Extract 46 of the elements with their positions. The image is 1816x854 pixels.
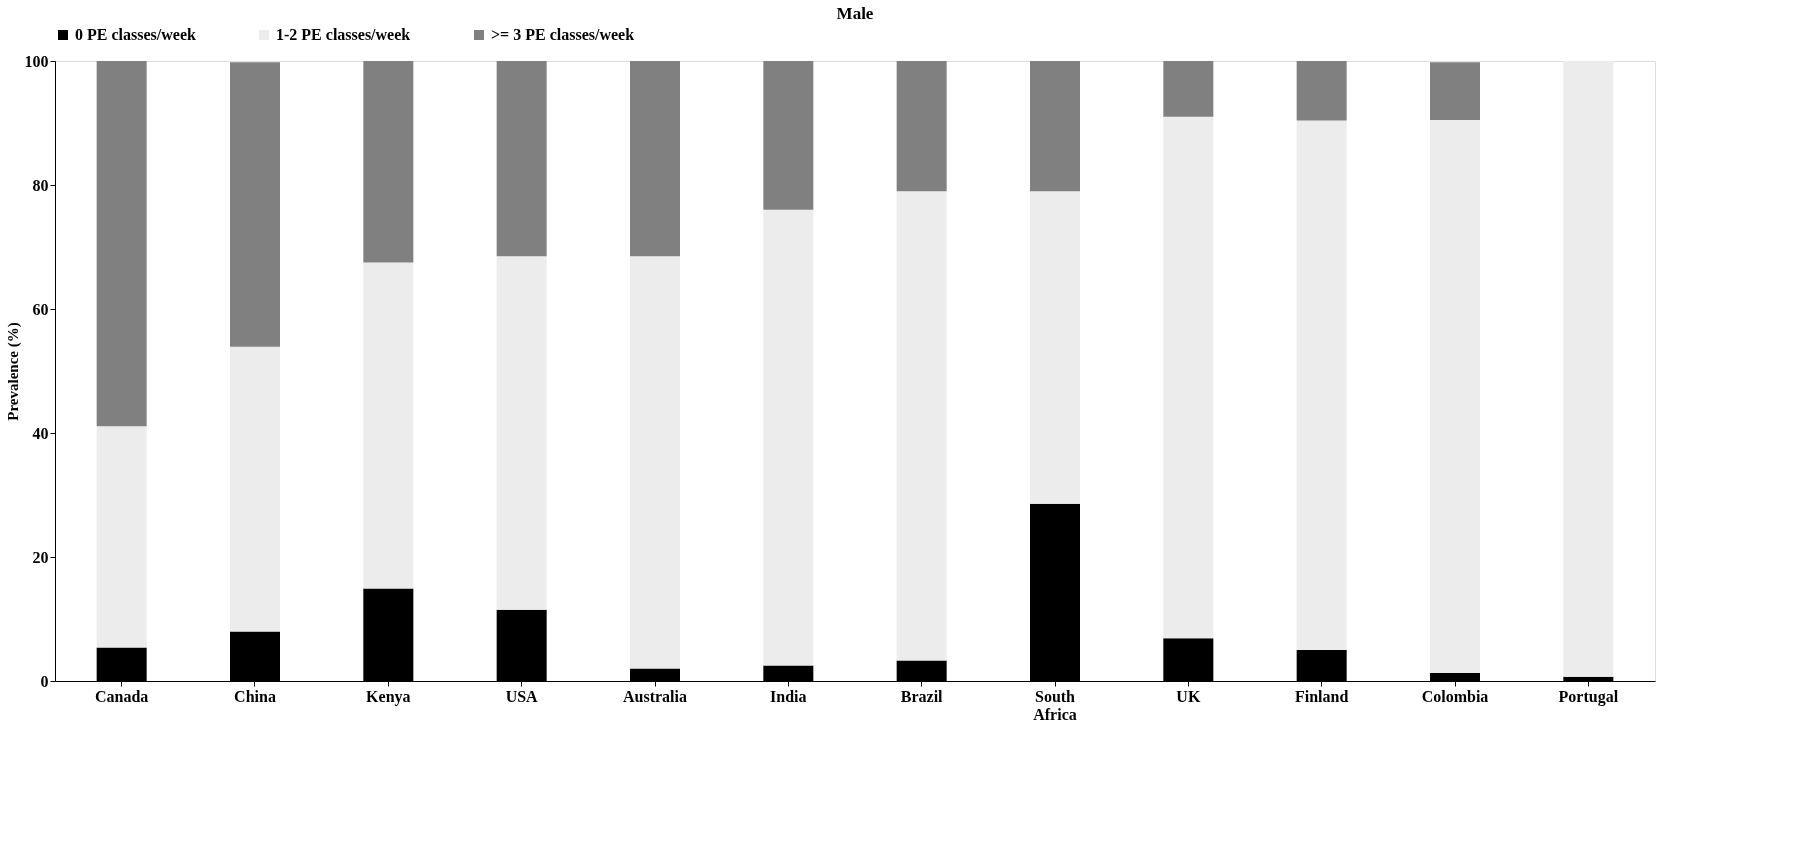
x-tick-label: UK — [1176, 687, 1201, 705]
x-tick-label: Colombia — [1421, 687, 1489, 705]
bar — [1296, 61, 1347, 121]
bar — [1430, 119, 1480, 673]
bar — [496, 61, 547, 257]
bar — [1163, 61, 1214, 117]
bar — [96, 61, 147, 427]
x-tick-label: Kenya — [366, 687, 411, 706]
bar — [363, 262, 414, 589]
bar — [1296, 120, 1347, 650]
bar — [1563, 61, 1614, 677]
bar — [896, 61, 947, 192]
x-tick-label: Portugal — [1558, 687, 1619, 706]
bar — [630, 61, 680, 257]
x-tick-label: Finland — [1294, 687, 1349, 705]
bar — [1163, 116, 1214, 639]
chart-title: Male — [836, 4, 874, 23]
bar — [630, 256, 680, 669]
bar — [363, 61, 414, 263]
bar — [1030, 61, 1080, 192]
legend-label: 1-2 PE classes/week — [276, 26, 411, 43]
bar — [230, 346, 280, 632]
y-tick-label: 0 — [40, 672, 49, 690]
x-tick-label: China — [234, 687, 276, 705]
y-axis-title: Prevalence (%) — [4, 322, 22, 421]
bar — [763, 209, 814, 666]
legend-label: 0 PE classes/week — [75, 26, 196, 43]
x-tick-label: South Africa — [1033, 687, 1077, 723]
bar — [496, 256, 547, 610]
y-tick-label: 100 — [24, 52, 49, 70]
x-tick-label: USA — [505, 687, 539, 705]
bar — [1030, 191, 1080, 504]
x-tick-label: Australia — [623, 687, 687, 705]
x-tick-label: Brazil — [900, 687, 944, 705]
bar — [1430, 62, 1480, 120]
y-tick-label: 60 — [32, 300, 49, 318]
bar — [896, 191, 947, 661]
y-tick-label: 20 — [32, 548, 49, 566]
x-tick-label: Canada — [94, 687, 149, 705]
bar — [763, 61, 814, 210]
bar — [96, 426, 147, 648]
y-tick-label: 40 — [32, 424, 49, 442]
legend-label: >= 3 PE classes/week — [491, 26, 635, 43]
bar — [230, 62, 280, 347]
x-tick-label: India — [770, 687, 807, 705]
y-tick-label: 80 — [32, 176, 49, 194]
